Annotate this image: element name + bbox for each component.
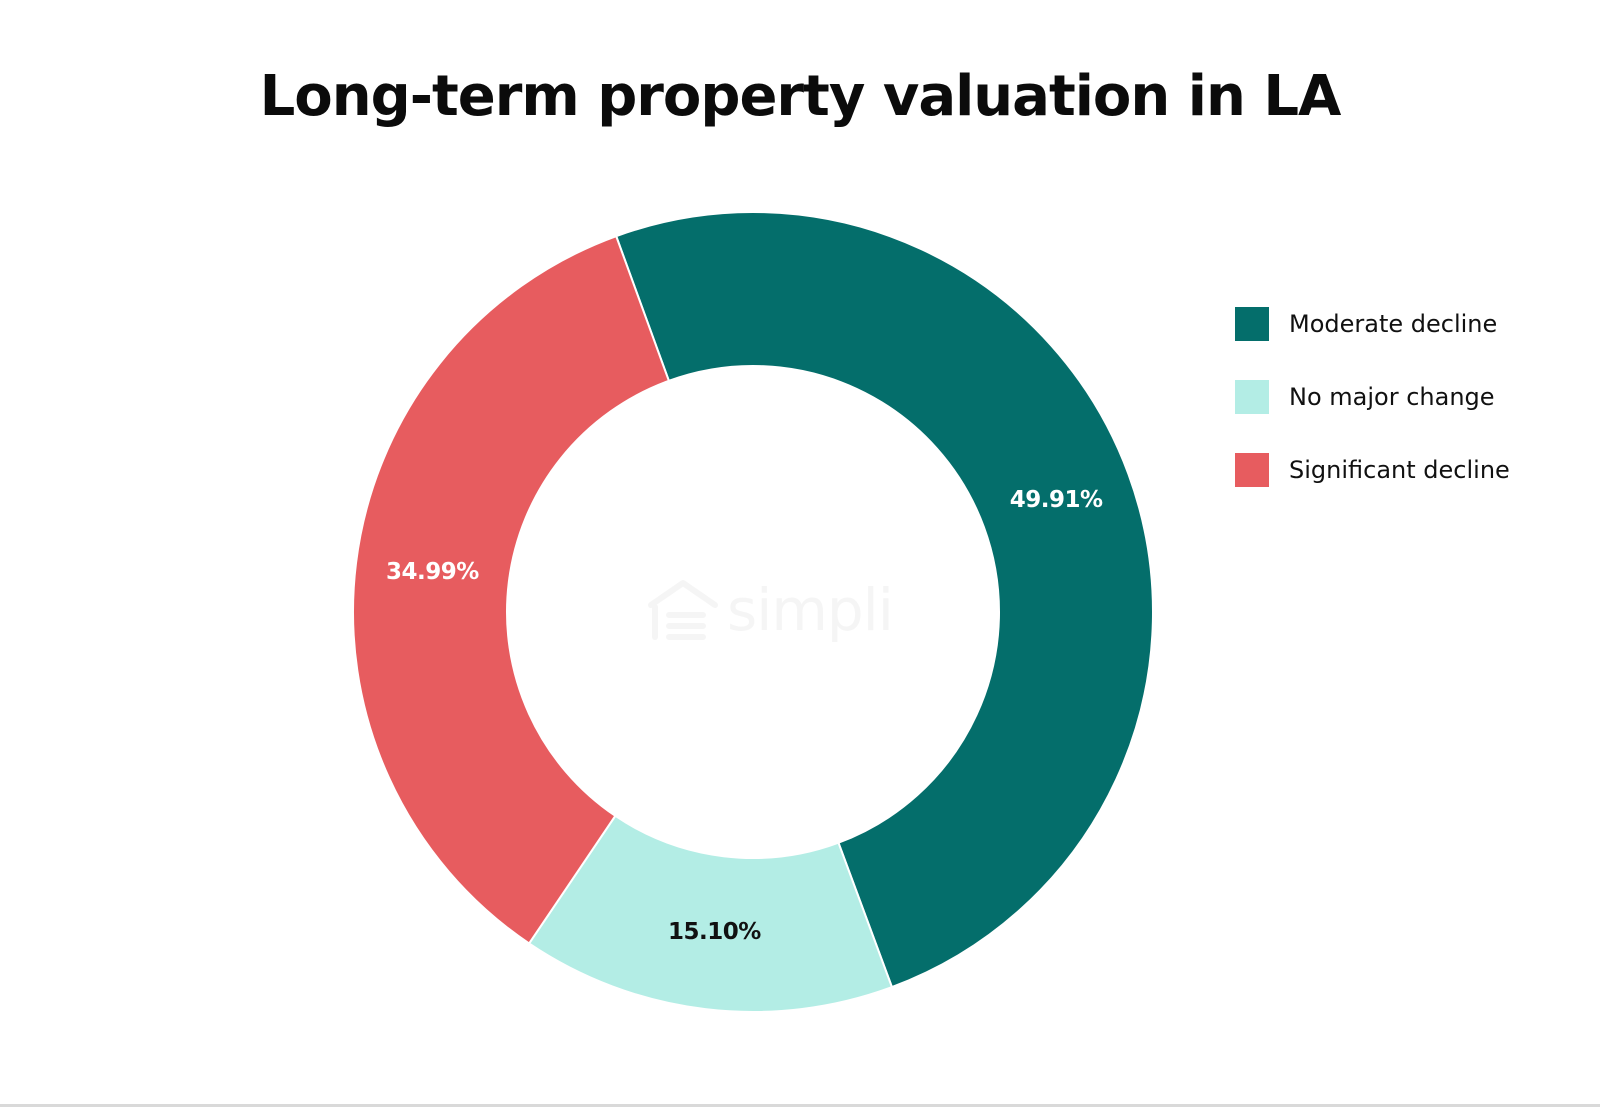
chart-legend: Moderate decline No major change Signifi… <box>1235 306 1510 525</box>
legend-item-moderate-decline: Moderate decline <box>1235 306 1510 342</box>
slice-label-significant-decline: 34.99% <box>386 559 479 585</box>
legend-label: No major change <box>1289 383 1495 411</box>
legend-item-significant-decline: Significant decline <box>1235 452 1510 488</box>
bottom-divider <box>0 1104 1600 1107</box>
slice-label-moderate-decline: 49.91% <box>1010 487 1103 513</box>
donut-slice-significant-decline <box>352 234 671 945</box>
slice-label-no-major-change: 15.10% <box>668 919 761 945</box>
donut-slices <box>352 211 1154 1013</box>
legend-swatch <box>1235 453 1269 487</box>
donut-slice-no-major-change <box>527 814 894 1013</box>
legend-item-no-major-change: No major change <box>1235 379 1510 415</box>
watermark-text: simpli <box>727 576 894 644</box>
watermark-logo: simpli <box>645 570 894 650</box>
chart-title: Long-term property valuation in LA <box>259 64 1342 129</box>
legend-swatch <box>1235 380 1269 414</box>
donut-slice-moderate-decline <box>614 211 1154 989</box>
slice-labels: 49.91% 15.10% 34.99% <box>386 487 1104 945</box>
legend-swatch <box>1235 307 1269 341</box>
legend-label: Significant decline <box>1289 456 1510 484</box>
legend-label: Moderate decline <box>1289 310 1498 338</box>
house-logo-icon <box>648 580 718 640</box>
